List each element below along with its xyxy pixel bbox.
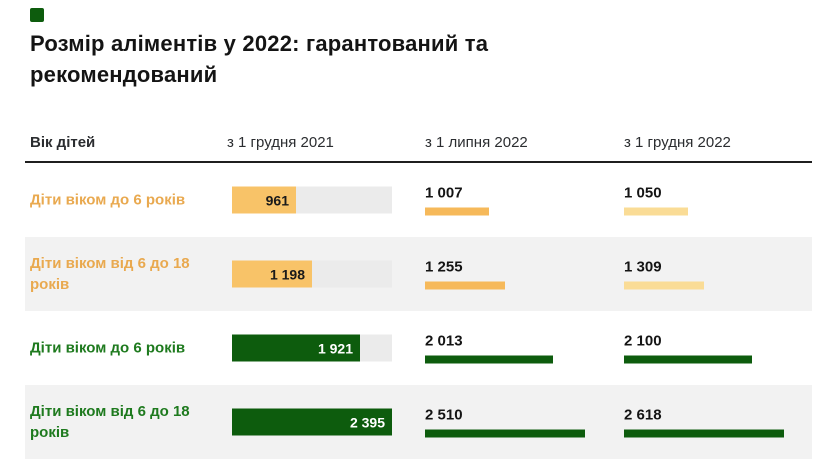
cell-value: 2 618 [624, 406, 662, 424]
page-title: Розмір аліментів у 2022: гарантований та… [30, 31, 489, 87]
value-bar [624, 429, 784, 438]
bar-track: 2 395 [232, 408, 392, 436]
table-row: Діти віком від 6 до 18 років 2 395 2 510… [25, 385, 812, 459]
cell-value: 1 309 [624, 258, 662, 276]
value-bar [425, 281, 505, 290]
cell-value: 1 255 [425, 258, 463, 276]
brand-square-icon [30, 8, 44, 22]
value-cell: 1 309 [624, 259, 794, 290]
table-row: Діти віком від 6 до 18 років 1 198 1 255… [25, 237, 812, 311]
bar-value: 2 395 [349, 414, 385, 430]
cell-value: 2 013 [425, 332, 463, 350]
bar-fill: 2 395 [232, 408, 392, 436]
value-bar [425, 429, 585, 438]
value-cell: 1 255 [425, 259, 595, 290]
bar-track: 961 [232, 186, 392, 214]
value-cell: 2 618 [624, 407, 794, 438]
column-header-age: Вік дітей [30, 134, 96, 151]
bar-cell: 1 921 [232, 334, 392, 362]
value-bar [624, 281, 704, 290]
bar-cell: 961 [232, 186, 392, 214]
column-header-jul-2022: з 1 липня 2022 [425, 134, 528, 151]
column-header-dec-2021: з 1 грудня 2021 [227, 134, 334, 151]
table-body: Діти віком до 6 років 961 1 007 1 050 [25, 163, 812, 459]
value-cell: 1 050 [624, 185, 794, 216]
row-label: Діти віком від 6 до 18 років [30, 255, 190, 293]
cell-value: 2 100 [624, 332, 662, 350]
bar-value: 1 198 [269, 266, 305, 282]
bar-fill: 961 [232, 186, 296, 214]
value-cell: 2 013 [425, 333, 595, 364]
value-cell: 2 510 [425, 407, 595, 438]
row-label: Діти віком до 6 років [30, 339, 186, 357]
alimony-table: Вік дітей з 1 грудня 2021 з 1 липня 2022… [25, 130, 812, 459]
table-header-row: Вік дітей з 1 грудня 2021 з 1 липня 2022… [25, 130, 812, 161]
bar-cell: 2 395 [232, 408, 392, 436]
column-header-dec-2022: з 1 грудня 2022 [624, 134, 731, 151]
cell-value: 1 050 [624, 184, 662, 202]
table-row: Діти віком до 6 років 1 921 2 013 2 100 [25, 311, 812, 385]
bar-value: 961 [265, 192, 289, 208]
value-bar [624, 355, 752, 364]
bar-track: 1 921 [232, 334, 392, 362]
bar-cell: 1 198 [232, 260, 392, 288]
row-label: Діти віком до 6 років [30, 191, 186, 209]
value-cell: 1 007 [425, 185, 595, 216]
header-divider [25, 161, 812, 163]
cell-value: 1 007 [425, 184, 463, 202]
value-bar [425, 207, 489, 216]
value-bar [425, 355, 553, 364]
value-bar [624, 207, 688, 216]
bar-track: 1 198 [232, 260, 392, 288]
bar-fill: 1 921 [232, 334, 360, 362]
row-label: Діти віком від 6 до 18 років [30, 403, 190, 441]
value-cell: 2 100 [624, 333, 794, 364]
table-row: Діти віком до 6 років 961 1 007 1 050 [25, 163, 812, 237]
bar-value: 1 921 [317, 340, 353, 356]
bar-fill: 1 198 [232, 260, 312, 288]
cell-value: 2 510 [425, 406, 463, 424]
